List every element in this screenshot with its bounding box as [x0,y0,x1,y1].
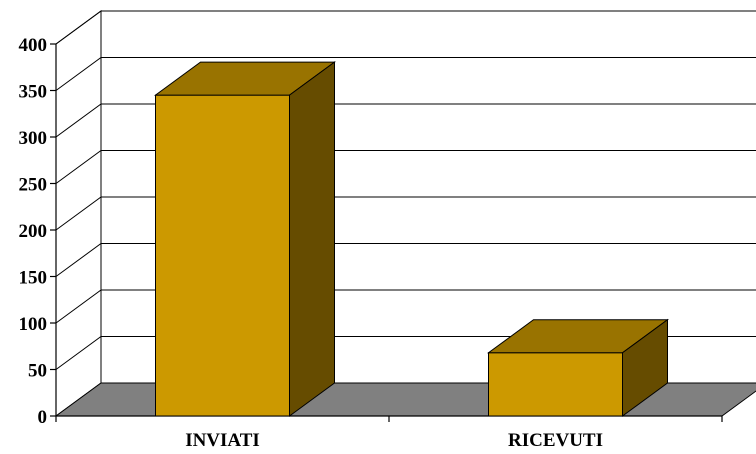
gridline [55,196,756,231]
bar-side-face [622,318,668,417]
gridline [55,289,756,324]
gridline [55,10,756,45]
y-tick-label: 150 [19,268,48,289]
y-tick-label: 0 [38,407,48,428]
bar-1 [486,318,670,417]
bar-front-face [155,94,290,417]
gridline [55,57,756,91]
bar-front-face [488,352,623,417]
x-category-label: INVIATI [185,430,260,451]
bar-side-face [289,61,335,417]
y-tick-labels: 0 50 100 150 200 250 300 350 400 [19,35,48,428]
y-tick-label: 100 [19,314,48,335]
gridlines [55,10,756,370]
y-tick-label: 300 [19,128,48,149]
bars [153,61,670,417]
y-tick-label: 50 [28,361,47,382]
y-tick-label: 200 [19,221,48,242]
y-tick-label: 400 [19,35,48,56]
y-tick-label: 350 [19,82,48,103]
x-category-label: RICEVUTI [508,430,603,451]
gridline [55,150,756,184]
bar-0 [153,61,337,417]
x-category-labels: INVIATI RICEVUTI [185,430,603,451]
gridline [55,103,756,138]
y-tick-label: 250 [19,175,48,196]
gridline [55,243,756,277]
